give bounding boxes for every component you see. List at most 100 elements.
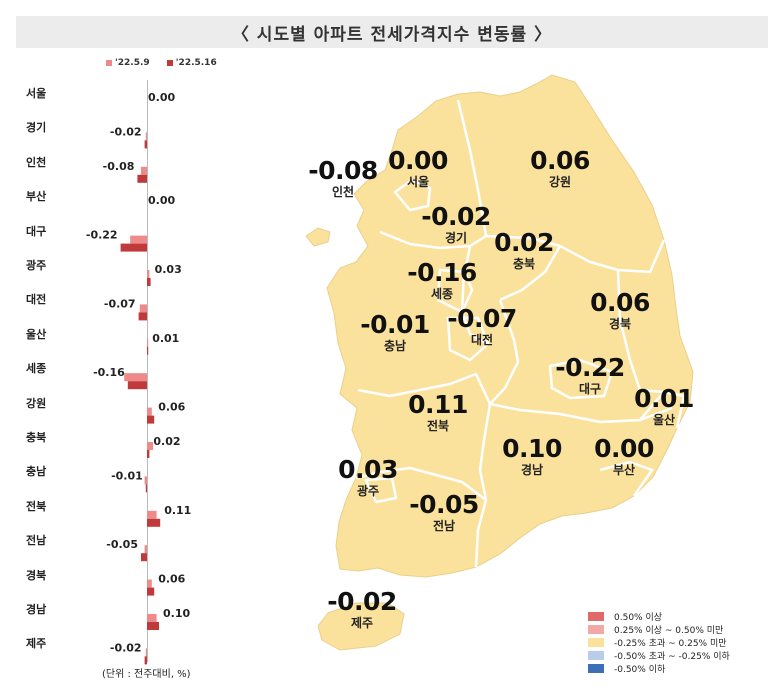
map-legend-item: -0.50% 이하 (588, 662, 730, 675)
bar-prev (145, 648, 147, 657)
bar-prev (141, 166, 147, 175)
map-region-name: 경남 (521, 462, 543, 477)
map-region-value: 0.11 (408, 390, 468, 419)
map-legend-item: 0.50% 이상 (588, 610, 730, 623)
bar-prev (145, 132, 147, 141)
bar-curr (137, 174, 147, 183)
map-region-name: 서울 (407, 174, 429, 189)
border-jeonnam-gyeongnam (474, 499, 488, 568)
bar-value-label: -0.05 (106, 538, 138, 551)
map-legend-label: -0.25% 초과 ~ 0.25% 미만 (614, 639, 727, 649)
region-label: 울산 (26, 327, 47, 341)
map-legend-item: 0.25% 이상 ~ 0.50% 미만 (588, 623, 730, 636)
region-label: 대전 (26, 293, 47, 307)
map-region-value: 0.10 (502, 434, 562, 463)
region-label: 부산 (26, 190, 47, 204)
legend-label-curr: '22.5.16 (175, 58, 217, 68)
border-daegu (548, 358, 614, 400)
region-label: 충북 (26, 431, 47, 444)
legend-label-prev: '22.5.9 (115, 58, 150, 68)
region-label: 세종 (26, 362, 47, 376)
bar-curr (144, 656, 147, 665)
bar-value-label: 0.03 (155, 263, 182, 276)
map-legend-item: -0.25% 초과 ~ 0.25% 미만 (588, 636, 730, 649)
bar-curr (147, 518, 161, 527)
region-label: 전남 (26, 534, 47, 548)
zero-axis (147, 80, 148, 662)
border-seoul (393, 178, 432, 212)
region-label: 충남 (26, 465, 47, 479)
title-bar: 〈 시도별 아파트 전세가격지수 변동률 〉 (16, 16, 768, 48)
map-region-name: 충남 (384, 338, 406, 353)
bar-curr (147, 587, 155, 596)
bar-prev (130, 235, 147, 244)
bar-prev (147, 338, 149, 347)
bar-value-label: -0.16 (93, 366, 125, 379)
border-gyeongbuk-gyeongnam (489, 402, 673, 424)
bar-prev (147, 614, 157, 622)
bar-curr (138, 312, 147, 321)
map-region-value: -0.08 (308, 156, 378, 185)
map-region-name: 경북 (609, 317, 631, 331)
map-legend-label: -0.50% 이하 (614, 665, 666, 675)
border-busan (599, 460, 654, 497)
map-region-value: -0.02 (327, 587, 397, 616)
map-legend-swatch (588, 638, 604, 647)
map-region-name: 충북 (513, 256, 535, 271)
region-label: 강원 (26, 396, 47, 410)
border-gyeongbuk-south (489, 299, 520, 405)
bar-value-label: 0.01 (152, 332, 179, 345)
legend-item-curr: '22.5.16 (166, 58, 217, 68)
map-region-value: 0.00 (594, 434, 654, 463)
map-region-name: 대구 (579, 382, 601, 396)
region-label: 광주 (26, 259, 47, 272)
map-region-value: 0.01 (634, 384, 694, 413)
unit-note: (단위 : 전주대비, %) (102, 669, 191, 680)
map-legend-swatch (588, 664, 604, 673)
map-legend-label: -0.50% 초과 ~ -0.25% 이하 (614, 652, 730, 662)
region-label: 전북 (26, 499, 47, 513)
border-chungnam-chungbuk (460, 245, 489, 346)
bar-prev (147, 407, 152, 416)
border-jeonbuk-jeonnam (355, 466, 487, 501)
map-region-value: -0.05 (409, 490, 479, 519)
map-region-name: 전북 (427, 418, 449, 433)
map-region-value: -0.22 (555, 353, 625, 382)
bar-prev (144, 545, 147, 554)
bar-value-label: 0.06 (158, 573, 185, 586)
border-gyeonggi-gangwon (456, 99, 488, 237)
bar-curr (144, 140, 147, 149)
border-gyeongbuk-inner (616, 269, 665, 394)
jeju-island-map (317, 602, 405, 651)
bar-value-label: -0.07 (104, 297, 136, 310)
page-title: 〈 시도별 아파트 전세가격지수 변동률 〉 (231, 24, 553, 45)
border-sejong (436, 268, 466, 314)
map-region-name: 광주 (357, 483, 379, 498)
legend-item-prev: '22.5.9 (106, 58, 150, 68)
legend-swatch-prev (106, 59, 112, 66)
region-label: 인천 (26, 155, 47, 169)
map-region-value: -0.07 (447, 304, 517, 333)
bar-value-label: -0.01 (111, 469, 143, 482)
bar-prev (124, 373, 147, 382)
bar-value-label: -0.08 (103, 160, 135, 173)
map-legend-item: -0.50% 초과 ~ -0.25% 이하 (588, 649, 730, 662)
bar-value-label: 0.10 (163, 607, 190, 620)
region-label: 경기 (26, 121, 47, 135)
bar-prev (144, 476, 147, 485)
border-gwangju (364, 476, 398, 504)
region-label: 제주 (26, 637, 47, 651)
map-region-name: 강원 (549, 175, 571, 189)
border-ulsan (639, 390, 686, 429)
bar-legend: '22.5.9 '22.5.16 (106, 58, 231, 68)
region-label: 경남 (26, 603, 47, 616)
map-region-name: 제주 (351, 616, 373, 630)
bar-value-label: 0.02 (153, 435, 180, 448)
map-region-value: 0.00 (388, 146, 448, 175)
bar-curr (127, 381, 147, 390)
map-legend: 0.50% 이상 0.25% 이상 ~ 0.50% 미만 -0.25% 초과 ~ 0… (588, 610, 730, 675)
bar-curr (147, 622, 159, 630)
bar-prev (147, 442, 153, 450)
bar-value-label: 0.00 (148, 91, 175, 104)
